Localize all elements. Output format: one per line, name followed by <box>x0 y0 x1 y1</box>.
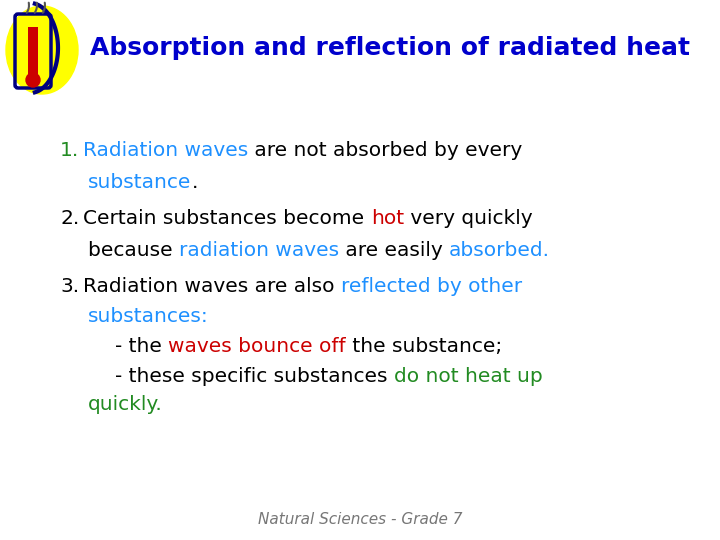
Text: substance: substance <box>88 172 192 192</box>
FancyBboxPatch shape <box>28 27 38 82</box>
Text: .: . <box>192 172 198 192</box>
Text: very quickly: very quickly <box>404 208 533 227</box>
Text: Natural Sciences - Grade 7: Natural Sciences - Grade 7 <box>258 512 462 528</box>
Text: quickly.: quickly. <box>88 395 163 414</box>
Text: Radiation waves are also: Radiation waves are also <box>83 276 341 295</box>
Text: Certain substances become: Certain substances become <box>84 208 371 227</box>
Text: 1.: 1. <box>60 140 79 159</box>
Text: do not heat up: do not heat up <box>394 367 543 386</box>
Text: because: because <box>88 240 179 260</box>
Text: - these specific substances: - these specific substances <box>115 367 394 386</box>
Text: Absorption and reflection of radiated heat: Absorption and reflection of radiated he… <box>90 36 690 60</box>
Text: are not absorbed by every: are not absorbed by every <box>248 140 523 159</box>
Text: 3.: 3. <box>60 276 79 295</box>
Text: substances:: substances: <box>88 307 209 326</box>
Text: waves bounce off: waves bounce off <box>168 336 346 355</box>
Text: Radiation waves: Radiation waves <box>84 140 248 159</box>
Text: absorbed.: absorbed. <box>449 240 550 260</box>
Text: hot: hot <box>371 208 404 227</box>
Text: 2.: 2. <box>60 208 79 227</box>
Ellipse shape <box>6 6 78 94</box>
Text: the substance;: the substance; <box>346 336 502 355</box>
Text: are easily: are easily <box>339 240 449 260</box>
Text: radiation waves: radiation waves <box>179 240 339 260</box>
Text: - the: - the <box>115 336 168 355</box>
Circle shape <box>26 73 40 87</box>
Text: reflected by other: reflected by other <box>341 276 522 295</box>
